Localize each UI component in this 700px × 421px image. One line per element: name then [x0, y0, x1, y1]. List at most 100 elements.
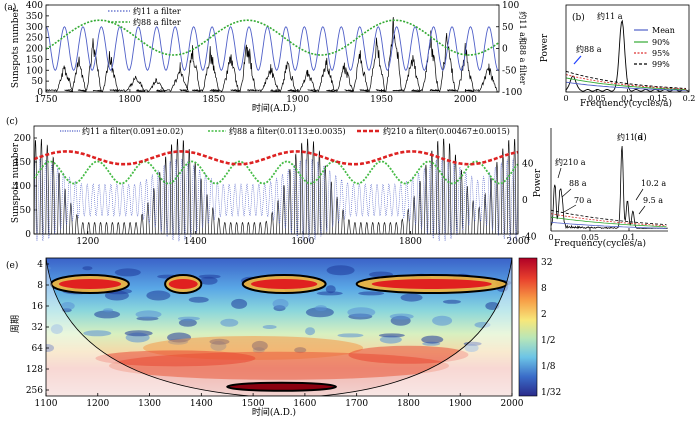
panel-e-ytick-label: 256: [26, 386, 43, 396]
panel-c-ytick-label: 100: [14, 182, 31, 192]
panel-d-ylabel: Power: [533, 168, 543, 197]
panel-b-annot-11a: 约11 a: [597, 11, 623, 21]
panel-e-low-power-patch: [442, 299, 461, 304]
panel-e-high-power-band: [95, 350, 256, 367]
panel-e-low-power-patch: [378, 333, 405, 338]
legend-11a-text: 约11 a filter: [133, 6, 181, 16]
panel-e-low-power-patch: [231, 298, 248, 309]
panel-c-frame: [33, 125, 519, 235]
panel-a-ytick-label: 100: [26, 66, 43, 76]
panel-c-ytick-label: 0: [25, 230, 31, 240]
panel-b-mean-curve: [565, 81, 686, 91]
panel-a-ytick-label: 350: [26, 12, 43, 22]
panel-a-11a-filter-series: [45, 26, 500, 71]
panel-a-ytick-right-label: -50: [502, 66, 517, 76]
panel-b-xtick-label: 0.2: [683, 94, 696, 103]
panel-e-low-power-patch: [400, 293, 423, 302]
panel-e-colorbar-label: 1/8: [541, 362, 556, 372]
panel-c-ytick-right-label: 40: [522, 159, 534, 169]
panel-e-low-power-patch: [262, 325, 277, 329]
panel-b-xtick-label: 0: [563, 94, 568, 103]
panel-a-ytick-label: 250: [26, 34, 43, 44]
panel-b-xtick-label: 0.05: [588, 94, 606, 103]
panel-e-colorbar-label: 1/2: [541, 336, 555, 346]
panel-e-colorbar-label: 8: [541, 284, 547, 294]
legend-88a-text: 约88 a filter: [133, 17, 181, 27]
panel-e-axes: 1100 1200 1300 1400 1500 1600 1700 1800 1900 2000…: [26, 258, 561, 409]
panel-e-low-power-patch: [114, 268, 141, 277]
panel-b-90-curve: [565, 77, 686, 91]
panel-c-ytick-label: 200: [14, 134, 31, 144]
panel-e-low-power-patch: [220, 318, 239, 327]
panel-e-low-power-patch: [316, 291, 343, 296]
panel-e-colorbar-label: 32: [541, 258, 552, 268]
panel-e-cone-of-influence: [46, 258, 512, 396]
panel-e-low-power-patch: [305, 327, 316, 336]
panel-e-xtick-label: 1600: [293, 399, 316, 409]
panel-b-spectrum: [565, 19, 689, 92]
panel-e-significant-contour: [355, 274, 508, 294]
panel-e-low-power-patch: [432, 315, 453, 326]
panel-e-xtick-label: 1100: [35, 399, 58, 409]
panel-e-low-power-patch: [103, 308, 114, 313]
panel-a-ytick-right-label: 50: [502, 23, 514, 33]
panel-d: (d) Power Frequency(cycles/a) 0 0.05 0.1 约…: [533, 128, 668, 249]
panel-d-90-curve: [550, 216, 667, 228]
panel-c-88a-filter-series: [33, 160, 519, 185]
panel-e-low-power-patch: [325, 285, 336, 294]
panel-e-significant-core: [58, 279, 122, 289]
panel-b-xlabel: Frequency(cycles/a): [580, 98, 672, 109]
panel-d-xtick-label: 0: [548, 233, 553, 242]
panel-d-xtick-label: 0.05: [581, 233, 599, 242]
panel-c-xtick-label: 1400: [184, 237, 207, 247]
panel-e-low-power-patch: [314, 305, 327, 312]
panel-a-xtick-label: 1800: [118, 95, 141, 105]
panel-b-ylabel: Power: [540, 33, 550, 62]
legend-mean-text: Mean: [652, 26, 675, 35]
panel-b-legend: Mean 90% 95% 99%: [634, 26, 675, 69]
panel-b-xtick-label: 0.1: [621, 94, 634, 103]
panel-e-significant-contour: [164, 274, 203, 294]
panel-e-ytick-label: 128: [26, 365, 43, 375]
panel-d-annot-10a: 10.2 a: [641, 179, 666, 188]
panel-e-xtick-label: 1500: [242, 399, 265, 409]
legend-c-210a-text: 约210 a filter(0.00467±0.0015): [383, 126, 510, 136]
panel-d-annot-9a: 9.5 a: [643, 196, 663, 205]
panel-b-plot-area: 0 0.05 0.1 0.15 0.2: [563, 19, 696, 103]
panel-e-low-power-patch: [177, 316, 200, 321]
panel-a-sunspot-series: [45, 17, 498, 93]
panel-c-ytick-right-label: -40: [522, 233, 537, 243]
panel-c-xtick-label: 2000: [507, 237, 530, 247]
panel-b-95-curve: [565, 74, 686, 90]
panel-e-low-power-patch: [178, 318, 197, 327]
panel-b-arrow: [573, 55, 582, 65]
panel-e-significant-core: [251, 279, 318, 289]
panel-e-low-power-patch: [464, 344, 479, 352]
panel-a-ytick-label: 200: [26, 45, 43, 55]
panel-e-ylabel: 周期: [10, 315, 21, 333]
panel-a-xtick-label: 1950: [370, 95, 393, 105]
panel-a-ytick-right-label: -100: [502, 88, 522, 98]
panel-e-low-power-patch: [337, 333, 364, 338]
panel-a: (a) Sunspots number 约11 a和88 a filter 时间…: [4, 1, 528, 114]
panel-e-colorbar-label: 2: [541, 310, 547, 320]
panel-d-label: (d): [634, 132, 647, 143]
panel-c-legend: 约11 a filter(0.091±0.02) 约88 a filter(0.…: [60, 126, 510, 136]
panel-c-plot-area: 1200 1400 1600 1800 2000 0 50 100 150 200 -40 0 40: [14, 134, 537, 247]
panel-e-xtick-label: 1200: [86, 399, 109, 409]
panel-e-low-power-patch: [421, 335, 444, 344]
panel-a-label: (a): [4, 2, 16, 13]
panel-a-legend: 约11 a filter 约88 a filter: [108, 6, 181, 27]
panel-c-210a-filter-series: [33, 150, 519, 166]
panel-c-sunspot-series: [33, 138, 518, 235]
panel-a-xtick-label: 2000: [454, 95, 477, 105]
panel-e-significant-contour: [241, 274, 327, 294]
panel-e-low-power-patch: [83, 330, 112, 337]
panel-e-low-power-patch: [60, 302, 75, 310]
panel-d-mean-curve: [550, 221, 667, 229]
panel-e-low-power-patch: [188, 296, 209, 303]
panel-d-xlabel: Frequency(cycles/a): [554, 238, 646, 249]
panel-e-ytick-label: 64: [32, 344, 44, 354]
panel-c-xtick-label: 1200: [76, 237, 99, 247]
